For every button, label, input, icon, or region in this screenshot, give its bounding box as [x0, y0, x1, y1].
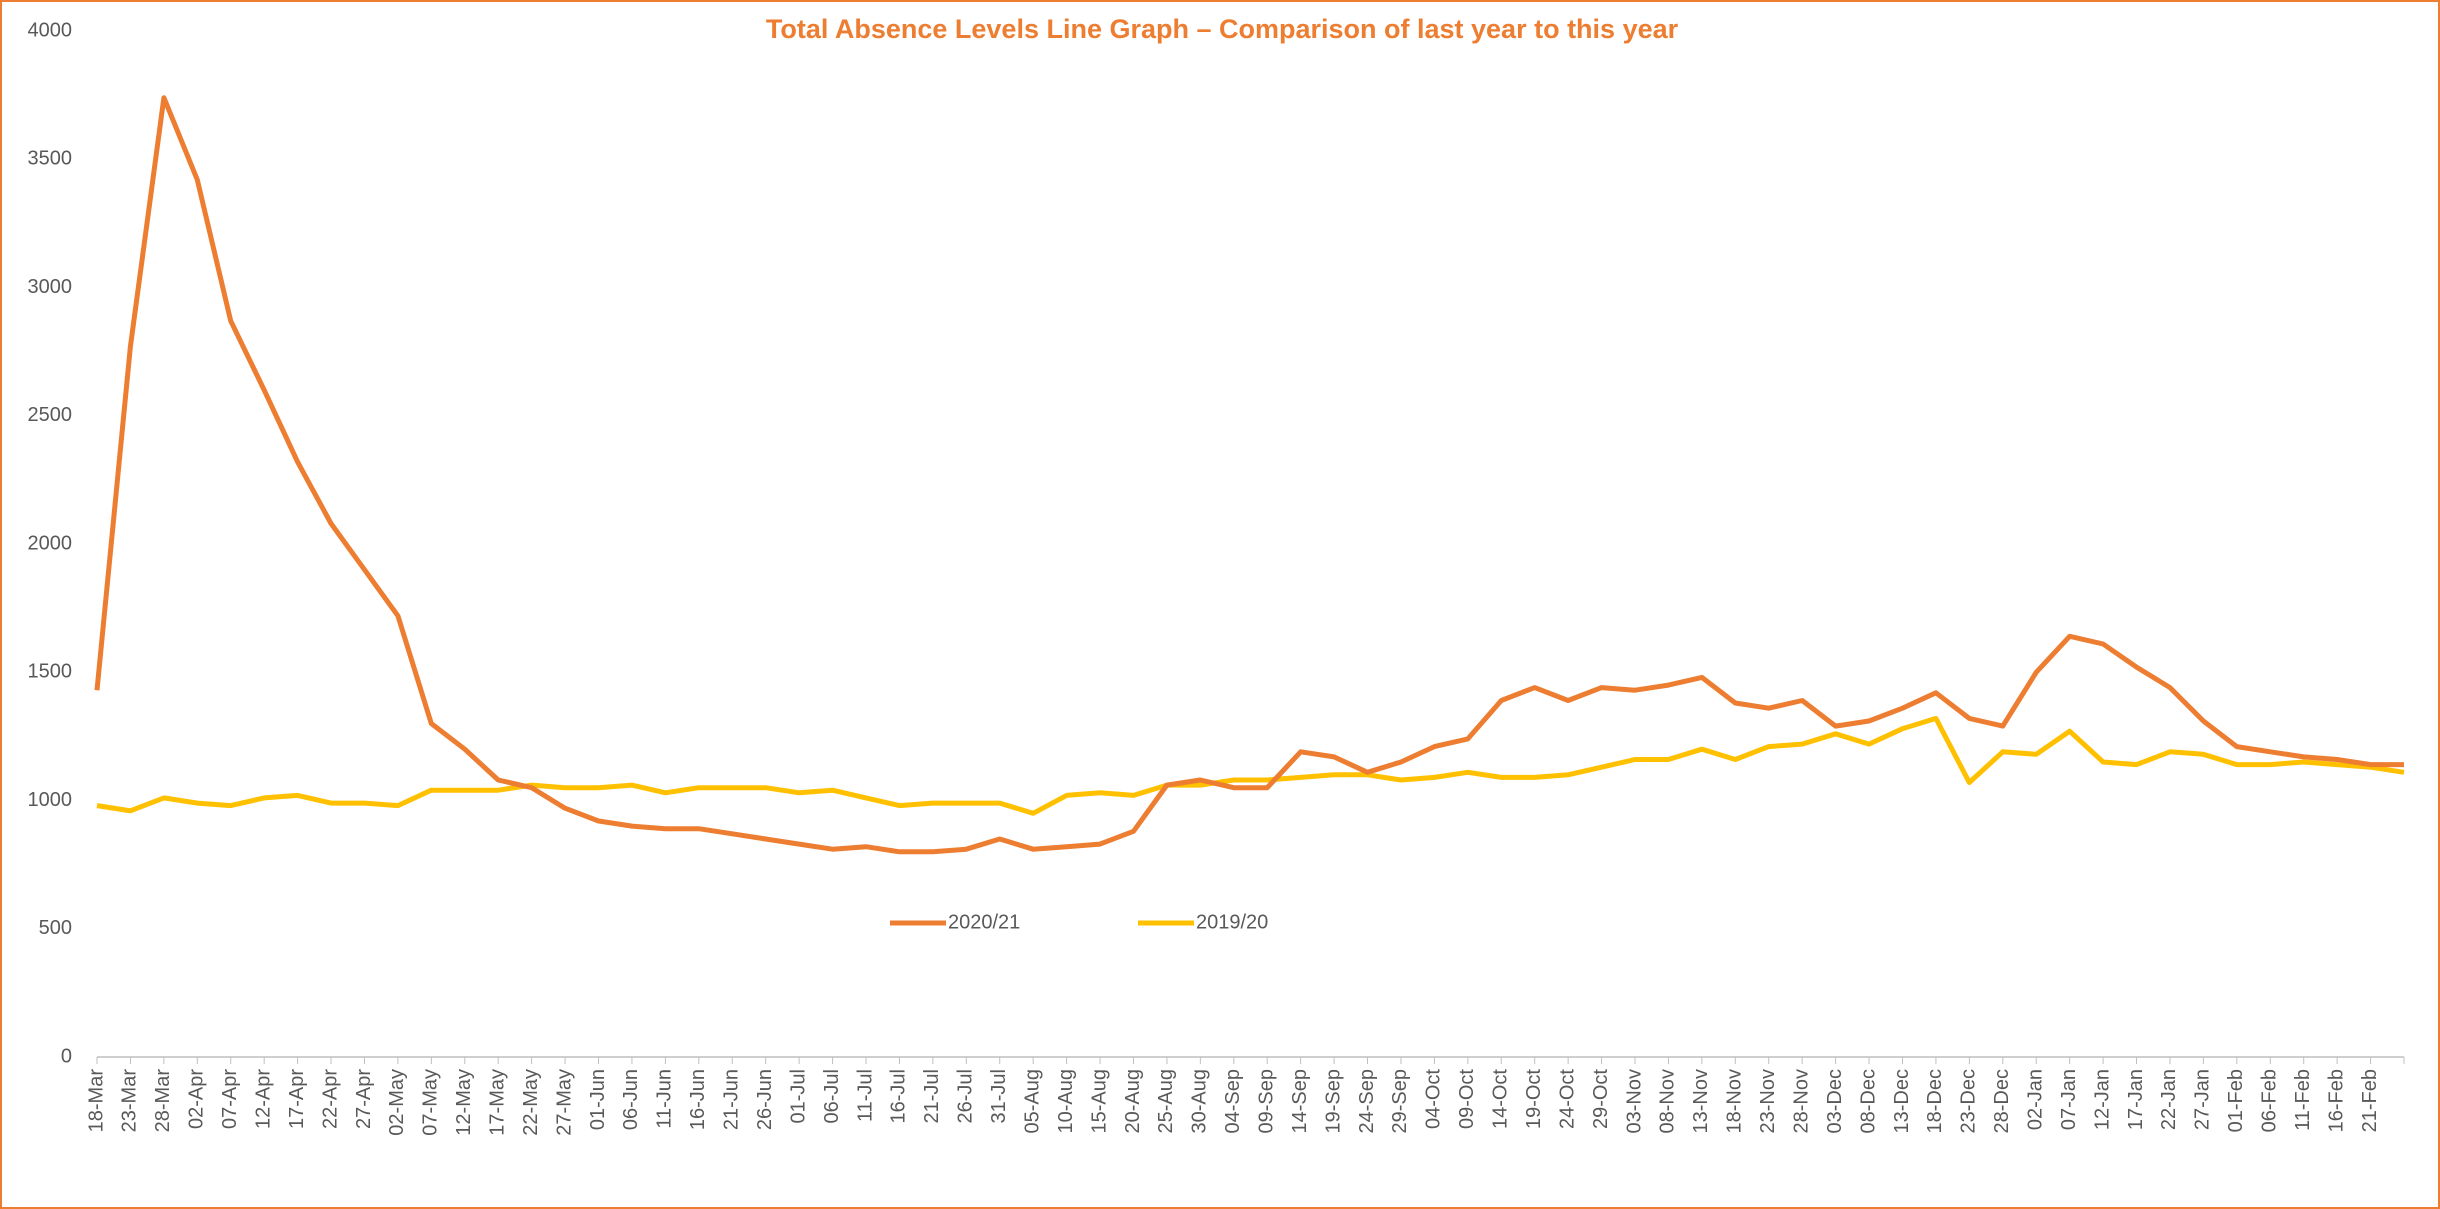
x-tick-label: 14-Oct — [1490, 1069, 1512, 1129]
x-tick-label: 08-Nov — [1657, 1069, 1679, 1133]
x-tick-label: 06-Feb — [2259, 1069, 2281, 1132]
x-tick-label: 18-Nov — [1724, 1069, 1746, 1133]
x-tick-label: 26-Jul — [955, 1069, 977, 1123]
series-line — [94, 95, 2404, 855]
x-tick-label: 21-Jul — [921, 1069, 943, 1123]
x-tick-label: 13-Nov — [1690, 1069, 1712, 1133]
x-tick-label: 18-Dec — [1924, 1069, 1946, 1133]
x-tick-label: 20-Aug — [1122, 1069, 1144, 1134]
x-tick-label: 11-Feb — [2292, 1069, 2314, 1131]
x-tick-label: 11-Jun — [654, 1069, 676, 1129]
x-tick-label: 03-Nov — [1623, 1069, 1645, 1133]
x-tick-label: 14-Sep — [1289, 1069, 1311, 1134]
x-tick-label: 29-Sep — [1389, 1069, 1411, 1134]
x-tick-label: 29-Oct — [1590, 1069, 1612, 1129]
x-tick-label: 09-Oct — [1456, 1069, 1478, 1129]
x-tick-label: 26-Jun — [754, 1069, 776, 1130]
x-tick-label: 12-Apr — [252, 1069, 274, 1129]
y-tick-label: 2500 — [28, 404, 73, 426]
x-tick-label: 17-Jan — [2125, 1069, 2147, 1130]
legend-label: 2019/20 — [1196, 911, 1268, 933]
x-tick-label: 02-Jan — [2024, 1069, 2046, 1130]
x-tick-label: 23-Dec — [1958, 1069, 1980, 1133]
x-tick-label: 09-Sep — [1255, 1069, 1277, 1134]
x-tick-label: 22-Jan — [2158, 1069, 2180, 1130]
series-line — [96, 715, 2405, 816]
x-tick-label: 15-Aug — [1088, 1069, 1110, 1134]
y-tick-label: 4000 — [28, 19, 73, 41]
x-tick-label: 11-Jul — [854, 1069, 876, 1122]
x-tick-label: 08-Dec — [1857, 1069, 1879, 1133]
legend-label: 2020/21 — [948, 911, 1020, 933]
x-tick-label: 06-Jun — [620, 1069, 642, 1130]
y-tick-label: 3500 — [28, 148, 73, 170]
x-tick-label: 06-Jul — [821, 1069, 843, 1123]
x-tick-label: 30-Aug — [1189, 1069, 1211, 1134]
y-tick-label: 2000 — [28, 532, 73, 554]
x-tick-label: 28-Mar — [152, 1069, 174, 1133]
x-tick-label: 16-Feb — [2325, 1069, 2347, 1132]
x-tick-label: 01-Feb — [2225, 1069, 2247, 1132]
y-tick-label: 3000 — [28, 276, 73, 298]
x-tick-label: 12-May — [453, 1069, 475, 1136]
x-tick-label: 28-Nov — [1790, 1069, 1812, 1133]
x-tick-label: 07-May — [420, 1069, 442, 1136]
x-tick-label: 27-Apr — [353, 1069, 375, 1129]
x-tick-label: 23-Mar — [119, 1069, 141, 1133]
x-tick-label: 19-Oct — [1523, 1069, 1545, 1129]
x-tick-label: 24-Sep — [1356, 1069, 1378, 1134]
x-tick-label: 03-Dec — [1824, 1069, 1846, 1133]
x-tick-label: 04-Oct — [1423, 1069, 1445, 1129]
x-tick-label: 25-Aug — [1155, 1069, 1177, 1134]
x-tick-label: 01-Jun — [587, 1069, 609, 1130]
x-tick-label: 21-Feb — [2359, 1069, 2381, 1132]
x-tick-label: 16-Jun — [687, 1069, 709, 1130]
x-tick-label: 10-Aug — [1055, 1069, 1077, 1134]
x-tick-label: 22-Apr — [319, 1069, 341, 1129]
y-tick-label: 1500 — [28, 661, 73, 683]
x-tick-label: 02-Apr — [186, 1069, 208, 1129]
y-tick-label: 500 — [39, 917, 72, 939]
x-tick-label: 07-Jan — [2058, 1069, 2080, 1130]
y-tick-label: 1000 — [28, 789, 73, 811]
x-tick-label: 22-May — [520, 1069, 542, 1136]
x-tick-label: 17-May — [486, 1069, 508, 1136]
x-tick-label: 16-Jul — [888, 1069, 910, 1123]
x-tick-label: 12-Jan — [2091, 1069, 2113, 1130]
x-tick-label: 07-Apr — [219, 1069, 241, 1129]
chart-title: Total Absence Levels Line Graph – Compar… — [766, 14, 1679, 44]
x-tick-label: 13-Dec — [1891, 1069, 1913, 1133]
x-tick-label: 21-Jun — [721, 1069, 743, 1130]
x-tick-label: 19-Sep — [1322, 1069, 1344, 1134]
y-tick-label: 0 — [61, 1045, 72, 1067]
x-tick-label: 05-Aug — [1021, 1069, 1043, 1134]
x-tick-label: 17-Apr — [286, 1069, 308, 1129]
x-tick-label: 18-Mar — [85, 1069, 107, 1133]
x-tick-label: 27-Jan — [2192, 1069, 2214, 1130]
x-tick-label: 01-Jul — [787, 1069, 809, 1123]
x-tick-label: 02-May — [386, 1069, 408, 1136]
x-tick-label: 04-Sep — [1222, 1069, 1244, 1134]
x-tick-label: 24-Oct — [1556, 1069, 1578, 1129]
x-tick-label: 31-Jul — [988, 1069, 1010, 1123]
x-tick-label: 28-Dec — [1991, 1069, 2013, 1133]
x-tick-label: 23-Nov — [1757, 1069, 1779, 1133]
x-tick-label: 27-May — [553, 1069, 575, 1136]
